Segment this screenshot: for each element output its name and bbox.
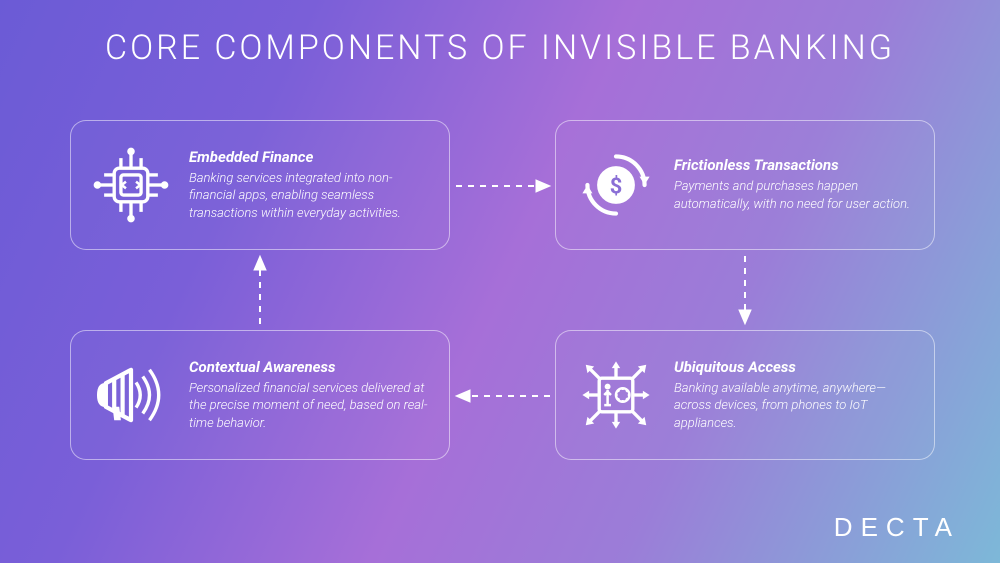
page-title: CORE COMPONENTS OF INVISIBLE BANKING: [0, 28, 1000, 68]
card-desc: Personalized financial services delivere…: [189, 380, 431, 433]
card-desc: Banking services integrated into non-fin…: [189, 170, 431, 223]
arrow-down: [737, 254, 753, 326]
arrow-left: [454, 388, 552, 404]
card-contextual-awareness: Contextual Awareness Personalized financ…: [70, 330, 450, 460]
card-desc: Banking available anytime, anywhere—acro…: [674, 380, 916, 433]
card-ubiquitous-access: Ubiquitous Access Banking available anyt…: [555, 330, 935, 460]
card-title: Contextual Awareness: [189, 358, 431, 376]
card-frictionless-transactions: $ Frictionless Transactions Payments and…: [555, 120, 935, 250]
dollar-cycle-icon: $: [574, 143, 658, 227]
brand-logo: DECTA: [834, 512, 960, 543]
card-title: Frictionless Transactions: [674, 156, 916, 174]
svg-text:$: $: [610, 174, 623, 199]
access-arrows-icon: [574, 353, 658, 437]
megaphone-icon: [89, 353, 173, 437]
arrow-right: [454, 178, 552, 194]
arrow-up: [252, 254, 268, 326]
card-title: Ubiquitous Access: [674, 358, 916, 376]
chip-code-icon: [89, 143, 173, 227]
card-desc: Payments and purchases happen automatica…: [674, 178, 916, 213]
card-title: Embedded Finance: [189, 148, 431, 166]
card-embedded-finance: Embedded Finance Banking services integr…: [70, 120, 450, 250]
